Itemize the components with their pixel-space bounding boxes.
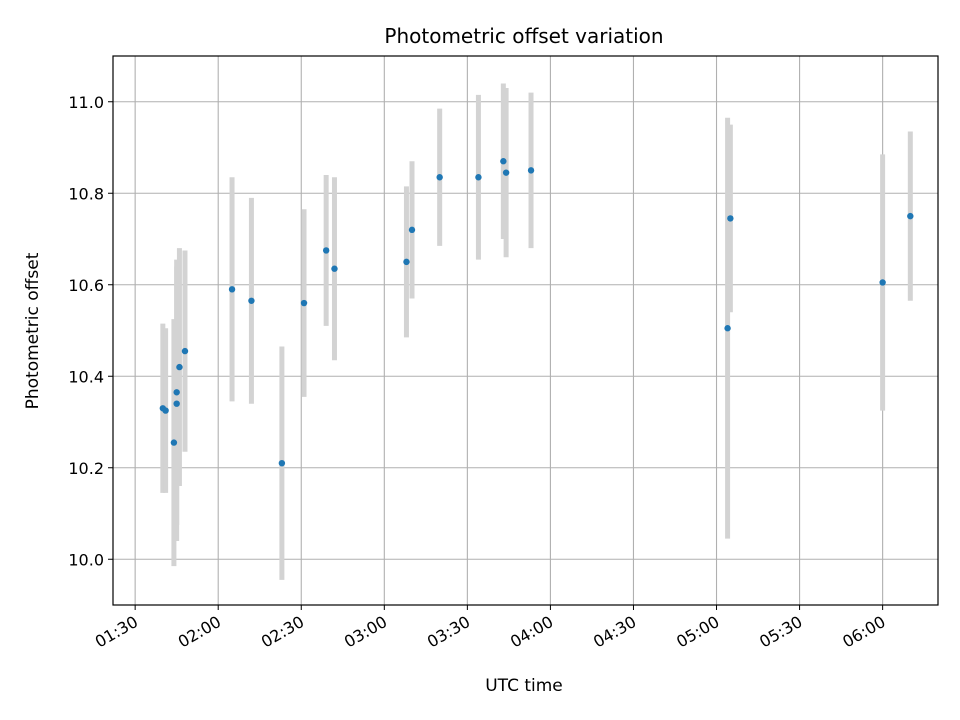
data-point [724, 325, 731, 332]
data-point [162, 407, 169, 414]
y-axis-label: Photometric offset [23, 252, 43, 409]
y-tick-label: 11.0 [68, 93, 104, 112]
data-point [278, 459, 286, 467]
y-tick-label: 10.0 [68, 550, 104, 569]
y-tick-label: 10.6 [68, 276, 104, 295]
data-point [228, 286, 236, 293]
data-point [436, 174, 443, 181]
y-tick-label: 10.4 [68, 367, 104, 386]
data-point [173, 389, 180, 396]
data-point [500, 158, 507, 165]
data-point [907, 212, 914, 220]
data-point [502, 169, 510, 176]
y-axis-ticks: 10.0 10.2 10.4 10.6 10.8 11.0 [68, 93, 113, 569]
data-point [475, 174, 482, 181]
plot-frame [112, 55, 939, 606]
y-tick-label: 10.8 [68, 184, 104, 203]
data-point [248, 297, 255, 304]
data-points [159, 158, 914, 467]
data-point [322, 247, 330, 254]
x-axis-label: UTC time [485, 676, 563, 696]
data-point [176, 363, 183, 371]
data-point [331, 265, 338, 272]
data-point [181, 347, 189, 355]
chart-title: Photometric offset variation [384, 24, 663, 48]
data-point [173, 400, 180, 407]
y-tick-label: 10.2 [68, 459, 104, 478]
data-point [403, 258, 410, 266]
data-point [727, 215, 734, 222]
data-point [527, 167, 535, 174]
data-point [170, 439, 178, 446]
data-point [300, 299, 308, 307]
data-point [879, 279, 886, 286]
data-point [408, 226, 416, 234]
